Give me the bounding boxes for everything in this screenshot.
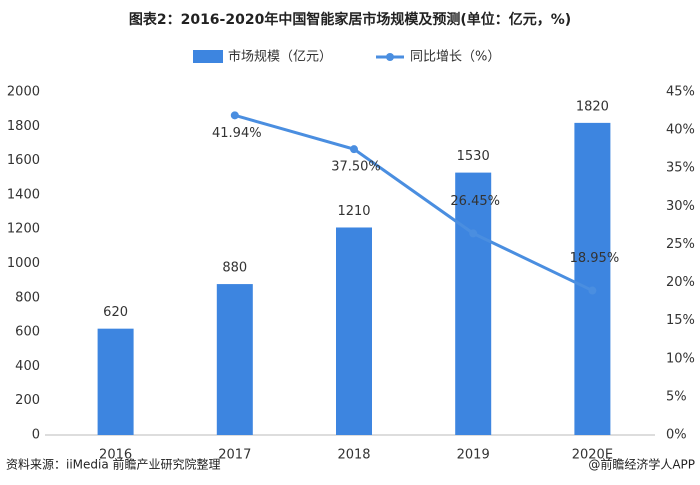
bar: [336, 227, 372, 435]
y-tick-label: 1200: [7, 222, 40, 237]
y-tick-label: 200: [15, 393, 40, 408]
bar-value-label: 880: [222, 261, 247, 276]
line-point: [230, 111, 239, 120]
y-tick-label: 400: [15, 359, 40, 374]
bar: [574, 122, 611, 436]
y2-tick-label: 45%: [666, 85, 695, 100]
x-tick-label: 2016: [99, 448, 132, 463]
y-tick-label: 1800: [7, 119, 40, 134]
y-tick-label: 1400: [7, 187, 40, 202]
line: [234, 113, 594, 292]
line-value-label: 41.94%: [212, 126, 262, 141]
bar-value-label: 1820: [576, 99, 609, 114]
y2-tick-label: 30%: [666, 199, 695, 214]
y-tick-label: 800: [15, 290, 40, 305]
x-tick-label: 2019: [457, 448, 490, 463]
bar-value-label: 1530: [457, 149, 490, 164]
y-tick-label: 1600: [7, 153, 40, 168]
bar-value-label: 620: [103, 305, 128, 320]
y2-tick-label: 0%: [666, 428, 687, 443]
source: 资料来源：iiMedia 前瞻产业研究院整理: [6, 457, 221, 472]
y2-tick-label: 15%: [666, 313, 695, 328]
line-point: [588, 286, 597, 295]
line-value-label: 37.50%: [331, 160, 381, 175]
bar: [216, 284, 253, 435]
legend-swatch-dot: [386, 53, 394, 61]
y-tick-label: 600: [15, 325, 40, 340]
y2-tick-label: 25%: [666, 237, 695, 252]
y2-tick-label: 40%: [666, 123, 695, 138]
line-value-label: 18.95%: [570, 251, 620, 266]
y2-tick-label: 10%: [666, 351, 695, 366]
line-point: [350, 145, 358, 154]
line-value-label: 26.45%: [450, 194, 500, 209]
bar: [97, 328, 134, 435]
bar: [455, 172, 492, 436]
y-tick-label: 2000: [7, 85, 40, 100]
chart-title: 图表2：2016-2020年中国智能家居市场规模及预测(单位：亿元，%): [129, 11, 571, 28]
legend-label: 同比增长（%）: [410, 50, 500, 65]
y2-tick-label: 5%: [666, 389, 687, 404]
x-tick-label: 2017: [218, 448, 251, 463]
line-point: [469, 229, 478, 238]
y-tick-label: 0: [32, 428, 40, 443]
y-tick-label: 1000: [7, 256, 40, 271]
x-tick-label: 2018: [337, 448, 370, 463]
x-tick-label: 2020E: [572, 448, 613, 463]
y2-tick-label: 35%: [666, 161, 695, 176]
y2-tick-label: 20%: [666, 275, 695, 290]
credit: @前瞻经济学人APP: [588, 457, 695, 472]
bar-value-label: 1210: [337, 204, 370, 219]
legend-swatch-bar: [193, 50, 223, 63]
legend-label: 市场规模（亿元）: [228, 49, 332, 65]
